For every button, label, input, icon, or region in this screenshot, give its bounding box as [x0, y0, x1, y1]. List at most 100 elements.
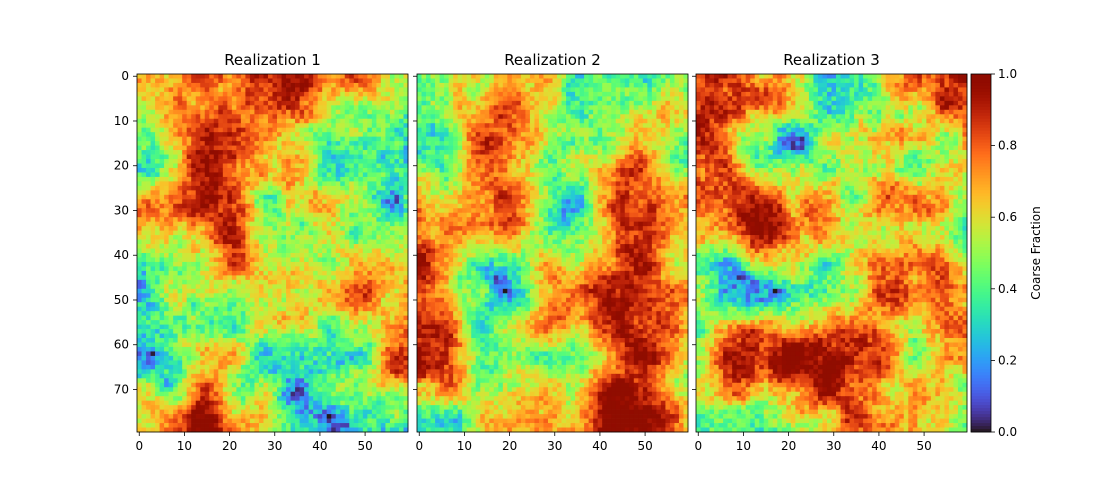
heatmap-cell	[354, 105, 359, 110]
heatmap-cell	[205, 253, 210, 258]
heatmap-cell	[286, 311, 291, 316]
heatmap-cell	[151, 119, 156, 124]
heatmap-cell	[155, 275, 160, 280]
heatmap-cell	[236, 419, 241, 424]
heatmap-cell	[354, 378, 359, 383]
heatmap-cell	[232, 419, 237, 424]
heatmap-cell	[227, 74, 232, 79]
heatmap-cell	[399, 244, 404, 249]
heatmap-cell	[304, 374, 309, 379]
heatmap-cell	[358, 244, 363, 249]
heatmap-cell	[282, 249, 287, 254]
heatmap-cell	[187, 334, 192, 339]
heatmap-cell	[363, 284, 368, 289]
heatmap-cell	[372, 164, 377, 169]
heatmap-cell	[318, 401, 323, 406]
heatmap-cell	[160, 351, 165, 356]
heatmap-cell	[214, 132, 219, 137]
heatmap-cell	[363, 150, 368, 155]
heatmap-cell	[236, 141, 241, 146]
heatmap-cell	[340, 262, 345, 267]
heatmap-cell	[304, 343, 309, 348]
heatmap-cell	[178, 401, 183, 406]
heatmap-cell	[376, 360, 381, 365]
heatmap-cell	[178, 343, 183, 348]
heatmap-cell	[137, 271, 142, 276]
heatmap-cell	[322, 181, 327, 186]
heatmap-cell	[137, 172, 142, 177]
heatmap-cell	[358, 137, 363, 142]
heatmap-cell	[291, 360, 296, 365]
heatmap-cell	[295, 74, 300, 79]
heatmap-cell	[367, 222, 372, 227]
heatmap-cell	[381, 280, 386, 285]
heatmap-cell	[336, 249, 341, 254]
heatmap-cell	[345, 141, 350, 146]
heatmap-cell	[300, 132, 305, 137]
heatmap-cell	[349, 410, 354, 415]
heatmap-cell	[268, 105, 273, 110]
heatmap-cell	[313, 83, 318, 88]
heatmap-cell	[164, 240, 169, 245]
heatmap-cell	[358, 217, 363, 222]
heatmap-cell	[399, 378, 404, 383]
heatmap-cell	[218, 168, 223, 173]
heatmap-cell	[345, 369, 350, 374]
heatmap-cell	[173, 128, 178, 133]
heatmap-cell	[142, 414, 147, 419]
heatmap-cell	[232, 266, 237, 271]
heatmap-cell	[304, 347, 309, 352]
heatmap-cell	[376, 105, 381, 110]
heatmap-cell	[363, 253, 368, 258]
heatmap-cell	[390, 414, 395, 419]
heatmap-cell	[340, 128, 345, 133]
heatmap-cell	[381, 293, 386, 298]
heatmap-cell	[363, 405, 368, 410]
heatmap-cell	[295, 343, 300, 348]
heatmap-cell	[277, 253, 282, 258]
heatmap-cell	[286, 284, 291, 289]
heatmap-cell	[354, 83, 359, 88]
heatmap-cell	[214, 146, 219, 151]
heatmap-cell	[309, 164, 314, 169]
heatmap-cell	[327, 405, 332, 410]
heatmap-cell	[169, 320, 174, 325]
heatmap-cell	[209, 226, 214, 231]
heatmap-cell	[358, 262, 363, 267]
y-tick-label: 20	[114, 159, 129, 173]
heatmap-cell	[268, 338, 273, 343]
heatmap-cell	[178, 262, 183, 267]
heatmap-cell	[146, 253, 151, 258]
heatmap-cell	[160, 110, 165, 115]
heatmap-cell	[390, 159, 395, 164]
heatmap-cell	[399, 137, 404, 142]
heatmap-cell	[223, 262, 228, 267]
heatmap-cell	[268, 307, 273, 312]
heatmap-cell	[318, 423, 323, 428]
heatmap-cell	[331, 289, 336, 294]
heatmap-cell	[345, 226, 350, 231]
heatmap-cell	[385, 311, 390, 316]
heatmap-cell	[182, 172, 187, 177]
heatmap-cell	[327, 159, 332, 164]
heatmap-cell	[304, 249, 309, 254]
heatmap-cell	[245, 253, 250, 258]
heatmap-cell	[381, 249, 386, 254]
heatmap-cell	[273, 392, 278, 397]
heatmap-cell	[345, 164, 350, 169]
heatmap-cell	[381, 419, 386, 424]
heatmap-cell	[390, 186, 395, 191]
heatmap-cell	[291, 329, 296, 334]
heatmap-cell	[214, 217, 219, 222]
heatmap-cell	[205, 325, 210, 330]
heatmap-cell	[363, 369, 368, 374]
heatmap-cell	[232, 74, 237, 79]
heatmap-cell	[245, 271, 250, 276]
heatmap-cell	[205, 128, 210, 133]
heatmap-cell	[236, 257, 241, 262]
heatmap-cell	[300, 110, 305, 115]
heatmap-cell	[164, 74, 169, 79]
heatmap-cell	[137, 146, 142, 151]
heatmap-cell	[367, 181, 372, 186]
heatmap-cell	[620, 74, 625, 79]
